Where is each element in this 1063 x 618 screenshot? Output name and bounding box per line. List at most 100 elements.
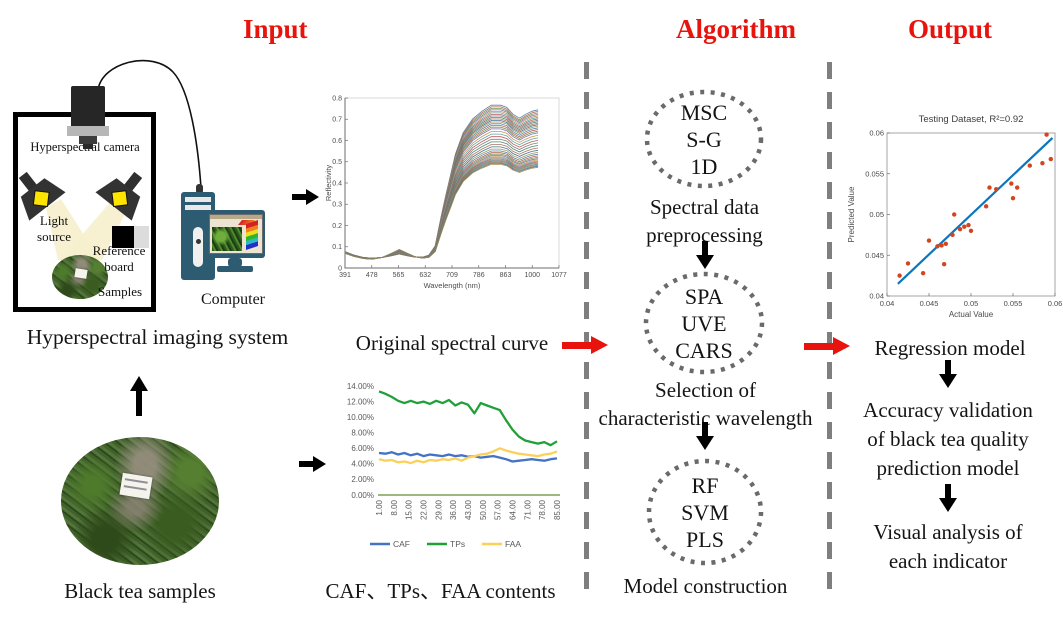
arrow-computer-to-spectra [292, 189, 319, 205]
y-tick-label: 8.00% [351, 429, 374, 438]
selection-methods: SPA UVE CARS [675, 283, 733, 363]
data-point [905, 261, 911, 266]
data-point [897, 273, 902, 278]
y-axis-title: Reflectivity [324, 165, 333, 202]
y-tick-label: 2.00% [351, 475, 374, 484]
x-tick-label: 64.00 [509, 499, 518, 520]
legend-label-CAF: CAF [393, 539, 410, 549]
x-tick-label: 709 [446, 272, 458, 279]
algorithm-header: Algorithm [676, 14, 796, 44]
data-point [1015, 185, 1020, 190]
fit-line [897, 137, 1054, 285]
monitor-screen [209, 214, 263, 254]
x-tick-label: 565 [393, 272, 405, 279]
x-tick-label: 1077 [551, 272, 567, 279]
red-arrow-to-algorithm [562, 336, 608, 354]
x-tick-label: 22.00 [420, 499, 429, 520]
data-point [1027, 163, 1032, 168]
preprocessing-label: Spectral data preprocessing [646, 195, 763, 247]
down-arrow-3 [939, 360, 957, 388]
x-tick-label: 0.055 [1004, 299, 1023, 308]
sample-tag-small [74, 268, 88, 279]
x-tick-label: 57.00 [494, 499, 503, 520]
reference-board-white [134, 226, 149, 248]
model-label: Model construction [623, 574, 788, 598]
x-tick-label: 43.00 [464, 499, 473, 520]
data-point [920, 270, 926, 276]
contents-caption: CAF、TPs、FAA contents [325, 579, 556, 603]
divider-input-algorithm [584, 62, 589, 600]
arrow-samples-to-contents [299, 456, 326, 472]
spectral-caption: Original spectral curve [355, 331, 549, 355]
data-point [966, 222, 971, 228]
y-tick-label: 12.00% [347, 397, 374, 406]
y-tick-label: 0.00% [351, 491, 374, 500]
data-point [957, 226, 963, 232]
data-point [952, 212, 957, 217]
data-point [950, 232, 955, 238]
data-point [962, 224, 967, 229]
imaging-system-caption: Hyperspectral imaging system [26, 325, 289, 349]
y-axis-title: Predicted Value [847, 186, 856, 242]
x-tick-label: 391 [339, 272, 351, 279]
contents-chart: 0.00% 2.00% 4.00% 6.00% 8.00% 10.00% 12.00% 14.… [347, 382, 562, 549]
output-header: Output [908, 14, 993, 44]
y-tick-label: 0.2 [332, 223, 342, 230]
data-point [1010, 196, 1016, 201]
y-tick-label: 0.7 [332, 117, 342, 124]
legend-label-FAA: FAA [505, 539, 521, 549]
data-point [935, 244, 940, 249]
legend-label-TPs: TPs [450, 539, 465, 549]
x-tick-label: 0.04 [880, 299, 895, 308]
data-point [926, 238, 932, 243]
x-axis-title: Actual Value [949, 310, 994, 319]
dotted-circle-model [646, 458, 764, 566]
reference-board-black [112, 226, 134, 248]
y-tick-label: 0.8 [332, 95, 342, 102]
data-point [987, 185, 992, 190]
data-point [1040, 160, 1045, 166]
x-tick-label: 0.05 [964, 299, 979, 308]
imaging-system-graphics [18, 171, 149, 260]
sample-tag [119, 472, 153, 500]
down-arrow-1 [696, 241, 714, 269]
accuracy-validation-label: Accuracy validation of black tea quality… [863, 398, 1033, 480]
data-point [1048, 156, 1053, 162]
x-tick-label: 863 [500, 272, 512, 279]
y-tick-label: 0.1 [332, 244, 342, 251]
light-source-left-icon [18, 171, 66, 221]
data-point [983, 204, 989, 209]
y-tick-label: 0.055 [865, 169, 884, 178]
spectral-chart: 0 0.1 0.2 0.3 0.4 0.5 0.6 0.7 0.8 391 478 565 632 709… [324, 95, 567, 290]
data-point [941, 262, 947, 267]
model-methods: RF SVM PLS [681, 472, 729, 552]
x-tick-label: 36.00 [449, 499, 458, 520]
y-tick-label: 0.04 [869, 292, 884, 301]
screen-sample-image [212, 227, 242, 251]
x-tick-label: 29.00 [434, 499, 443, 520]
x-tick-label: 1000 [524, 272, 540, 279]
red-arrow-to-output [804, 337, 850, 355]
x-tick-label: 478 [366, 272, 378, 279]
x-tick-label: 0.06 [1048, 299, 1063, 308]
light-source-right-icon [95, 171, 143, 221]
chart-title: Testing Dataset, R²=0.92 [919, 114, 1024, 125]
data-point [1044, 132, 1049, 137]
computer-label: Computer [201, 291, 265, 308]
dotted-circle-preprocessing [644, 89, 764, 189]
tea-samples-caption: Black tea samples [64, 579, 216, 603]
black-tea-samples-photo [61, 437, 219, 565]
x-tick-label: 786 [473, 272, 485, 279]
y-tick-label: 0.045 [865, 251, 884, 260]
samples-photo-small [52, 255, 108, 299]
regression-model-label: Regression model [874, 336, 1026, 360]
up-arrow [130, 376, 148, 416]
y-tick-label: 0 [338, 265, 342, 272]
x-tick-label: 85.00 [553, 499, 562, 520]
visual-analysis-label: Visual analysis of each indicator [873, 520, 1023, 573]
y-tick-label: 0.6 [332, 138, 342, 145]
data-point [943, 241, 948, 247]
camera-cable [97, 59, 202, 189]
input-header: Input [243, 14, 308, 44]
